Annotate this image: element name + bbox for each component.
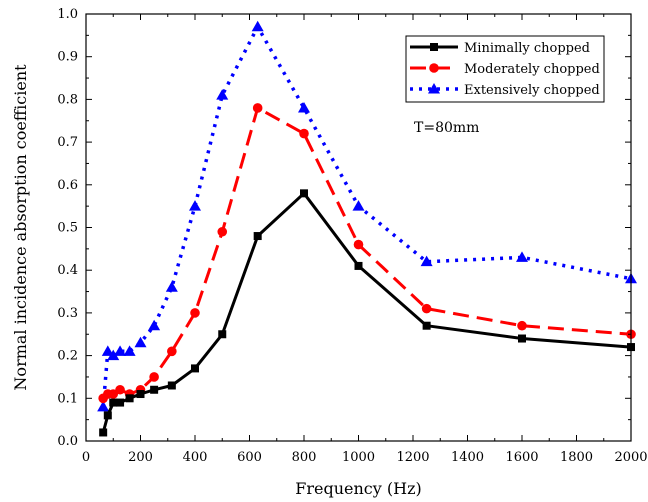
legend-marker-0	[430, 43, 438, 51]
series-1-point-14	[517, 320, 527, 331]
series-layer	[97, 20, 637, 437]
x-tick-label-0: 0	[82, 450, 90, 465]
series-1-point-13	[421, 303, 432, 314]
y-tick-label-7: 0.7	[57, 135, 78, 150]
legend-label-2: Extensively chopped	[464, 83, 600, 98]
x-tick-label-9: 1800	[560, 450, 593, 465]
series-2-point-1	[101, 345, 114, 356]
series-1-point-11	[299, 128, 309, 139]
y-tick-label-4: 0.4	[57, 263, 78, 278]
y-tick-label-8: 0.8	[57, 92, 78, 107]
series-0-point-6	[150, 385, 159, 394]
x-tick-label-5: 1000	[342, 450, 375, 465]
series-2-point-2	[107, 349, 120, 361]
series-2-point-3	[114, 345, 127, 356]
series-line-1	[102, 106, 632, 400]
thickness-annotation: T=80mm	[414, 120, 479, 136]
y-tick-label-0: 0.0	[57, 434, 78, 449]
x-tick-label-8: 1600	[505, 450, 538, 465]
y-tick-label-6: 0.6	[57, 178, 78, 193]
legend-label-1: Moderately chopped	[464, 62, 600, 77]
series-2-point-11	[298, 101, 310, 113]
series-1-point-12	[353, 239, 364, 250]
series-0	[99, 189, 635, 437]
series-0-point-13	[422, 321, 431, 330]
y-tick-label-9: 0.9	[57, 50, 78, 65]
series-2-point-10	[251, 20, 264, 32]
series-1-point-9	[217, 226, 228, 237]
series-1-point-10	[252, 103, 263, 113]
series-1	[98, 103, 636, 404]
x-axis-title: Frequency (Hz)	[295, 479, 422, 498]
legend-label-0: Minimally chopped	[464, 41, 590, 56]
series-0-point-3	[116, 398, 125, 407]
series-0-point-1	[103, 411, 112, 420]
series-2-point-4	[123, 345, 136, 356]
y-tick-label-10: 1.0	[57, 7, 78, 22]
series-2-point-8	[189, 200, 201, 211]
series-2	[97, 20, 637, 412]
series-2-point-0	[97, 400, 110, 412]
series-2-point-5	[134, 336, 147, 348]
series-0-point-4	[125, 394, 134, 403]
series-0-point-7	[167, 381, 176, 390]
series-1-point-6	[149, 372, 159, 382]
series-0-point-10	[253, 232, 262, 241]
series-2-point-6	[148, 319, 161, 331]
y-tick-label-3: 0.3	[57, 306, 78, 321]
x-tick-label-7: 1400	[451, 450, 484, 465]
series-2-point-7	[165, 281, 178, 292]
axes-layer: 0 200 400 600 800 1000 1200 1400 1600 1800 2000 0.0…	[57, 7, 647, 465]
y-tick-label-2: 0.2	[57, 349, 78, 364]
series-2-point-14	[516, 251, 528, 262]
series-0-point-9	[218, 330, 227, 339]
series-1-point-8	[190, 308, 200, 318]
x-tick-label-4: 800	[292, 450, 317, 465]
y-tick-label-1: 0.1	[57, 391, 78, 406]
series-0-point-8	[191, 364, 199, 373]
series-0-point-12	[354, 261, 363, 270]
series-0-point-14	[518, 334, 526, 343]
y-axis-title: Normal incidence absorption coefficient	[11, 64, 30, 391]
series-1-point-7	[167, 346, 177, 357]
x-tick-label-6: 1200	[396, 450, 429, 465]
series-line-0	[101, 191, 632, 433]
series-0-point-2	[109, 398, 118, 407]
y-tick-label-5: 0.5	[57, 221, 78, 236]
x-tick-label-2: 400	[183, 450, 208, 465]
legend-marker-2	[428, 83, 440, 94]
series-line-2	[101, 25, 632, 407]
series-0-point-0	[99, 428, 108, 437]
series-2-point-9	[216, 89, 229, 100]
x-tick-label-1: 200	[128, 450, 153, 465]
series-1-point-3	[115, 384, 125, 395]
legend: Minimally chopped Moderately chopped Exten…	[405, 35, 605, 103]
legend-marker-1	[429, 63, 439, 73]
series-2-point-13	[420, 255, 433, 267]
series-0-point-5	[136, 390, 145, 399]
series-2-point-12	[352, 200, 365, 211]
x-tick-label-3: 600	[237, 450, 262, 465]
series-0-point-11	[300, 189, 308, 198]
x-tick-label-10: 2000	[614, 450, 647, 465]
